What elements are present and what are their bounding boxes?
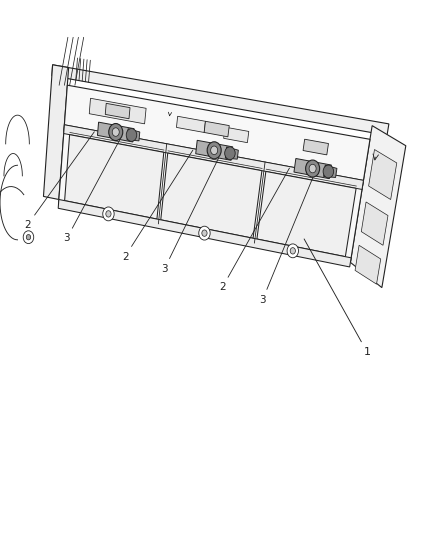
Circle shape <box>202 230 207 236</box>
Polygon shape <box>350 126 406 288</box>
Circle shape <box>287 244 298 258</box>
Text: 2: 2 <box>219 168 290 293</box>
Polygon shape <box>294 158 332 179</box>
Polygon shape <box>89 98 146 124</box>
Polygon shape <box>59 85 370 262</box>
Circle shape <box>207 142 221 159</box>
Circle shape <box>106 211 111 217</box>
Polygon shape <box>303 139 328 155</box>
Circle shape <box>225 147 235 159</box>
Polygon shape <box>64 125 364 189</box>
Text: 2: 2 <box>24 132 94 230</box>
Polygon shape <box>161 153 262 238</box>
Circle shape <box>112 128 119 136</box>
Polygon shape <box>196 140 233 160</box>
Polygon shape <box>58 199 351 267</box>
Polygon shape <box>324 165 337 177</box>
Polygon shape <box>355 245 381 284</box>
Polygon shape <box>225 147 238 159</box>
Polygon shape <box>177 116 205 133</box>
Polygon shape <box>369 149 397 199</box>
Circle shape <box>103 207 114 221</box>
Text: 2: 2 <box>122 150 193 262</box>
Circle shape <box>309 164 316 173</box>
Text: 3: 3 <box>64 135 122 244</box>
Circle shape <box>23 231 34 244</box>
Polygon shape <box>224 127 249 143</box>
Circle shape <box>323 165 334 178</box>
Polygon shape <box>65 135 164 219</box>
Polygon shape <box>52 65 389 135</box>
Circle shape <box>126 128 137 141</box>
Polygon shape <box>105 103 130 119</box>
Circle shape <box>109 124 123 141</box>
Circle shape <box>211 146 218 155</box>
Text: 1: 1 <box>304 239 371 357</box>
Polygon shape <box>43 65 69 199</box>
Circle shape <box>290 248 295 254</box>
Polygon shape <box>98 122 134 142</box>
Circle shape <box>199 226 210 240</box>
Polygon shape <box>257 172 356 257</box>
Text: 3: 3 <box>259 171 316 305</box>
Polygon shape <box>127 128 140 141</box>
Circle shape <box>26 235 31 240</box>
Polygon shape <box>204 122 229 137</box>
Text: 3: 3 <box>161 153 221 274</box>
Polygon shape <box>361 202 388 245</box>
Circle shape <box>306 160 320 177</box>
